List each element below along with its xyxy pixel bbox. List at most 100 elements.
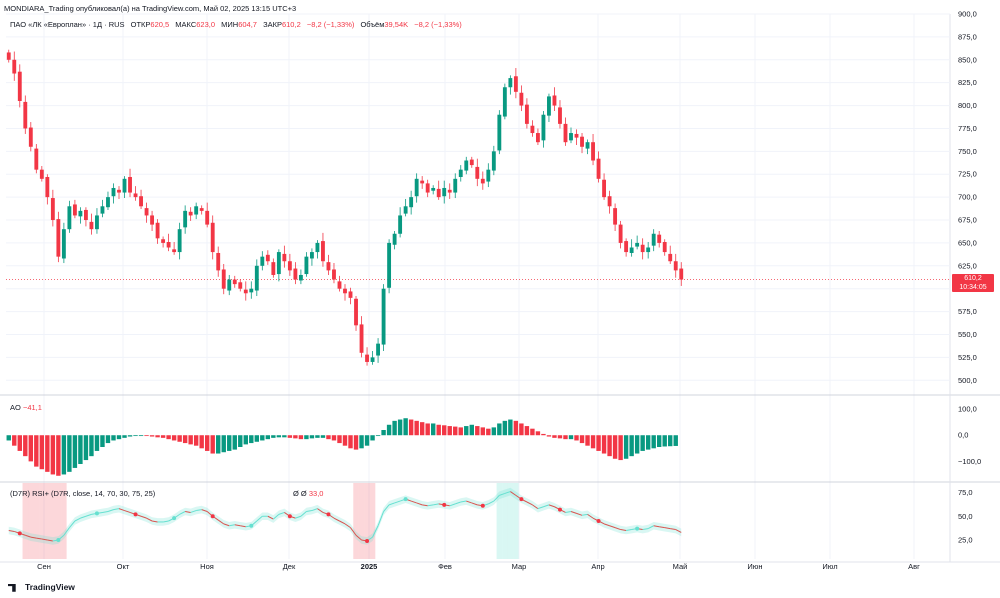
tradingview-brand[interactable]: TradingView <box>8 582 75 592</box>
candle-body <box>574 133 579 138</box>
candle-body <box>431 187 436 191</box>
ao-bar <box>28 435 34 462</box>
low-value: 604,7 <box>238 20 257 29</box>
rsi-line-segment <box>510 491 517 496</box>
ao-bar <box>122 435 127 438</box>
ao-bar <box>193 435 199 446</box>
rsi-pivot-dot <box>56 538 61 542</box>
rsi-line-segment <box>488 500 495 505</box>
candle-body <box>17 71 22 101</box>
ao-bar <box>265 435 271 440</box>
ao-bar <box>491 427 497 436</box>
rsi-line-segment <box>543 504 550 508</box>
price-tick-label: 500,0 <box>958 376 977 385</box>
ao-bar <box>364 435 370 446</box>
price-tick-label: 675,0 <box>958 216 977 225</box>
candle-body <box>309 252 314 259</box>
open-value: 620,5 <box>150 20 170 29</box>
rsi-line-segment <box>537 506 544 510</box>
ao-tick-label: 100,0 <box>958 405 977 414</box>
ao-bar <box>315 435 320 438</box>
rsi-line-segment <box>273 513 280 520</box>
ao-bar <box>61 435 67 475</box>
ao-bar <box>199 435 204 449</box>
ao-bar <box>524 426 530 436</box>
time-tick-label: Дек <box>283 562 296 571</box>
rsi-line-segment <box>234 524 241 527</box>
rsi-line-segment <box>614 527 621 531</box>
rsi-line-segment <box>30 536 37 539</box>
candle-body <box>122 178 127 193</box>
rsi-legend: (D7R) RSI+ (D7R, close, 14, 70, 30, 75, … <box>10 489 155 498</box>
rsi-line-segment <box>63 527 70 536</box>
candle-body <box>321 241 325 262</box>
rsi-line-segment <box>163 520 169 523</box>
rsi-line-segment <box>570 511 577 514</box>
ao-bar <box>127 435 133 437</box>
ao-bar <box>216 435 221 454</box>
rsi-line-segment <box>41 538 48 541</box>
ao-bar <box>45 435 50 472</box>
rsi-zone-highlight <box>44 483 51 559</box>
ao-bar <box>221 435 226 453</box>
change-value: −8,2 (−1,33%) <box>306 20 355 29</box>
candle-body <box>166 242 171 248</box>
ao-bar <box>668 435 673 447</box>
symbol-name[interactable]: ПАО «ЛК «Европлан» · 1Д · RUS <box>10 20 125 29</box>
candle-body <box>315 242 320 253</box>
candle-body <box>100 206 105 214</box>
ao-bar <box>386 424 392 436</box>
candle-body <box>662 242 667 253</box>
candle-body <box>370 357 375 362</box>
ao-name[interactable]: AO <box>10 403 21 412</box>
ao-bar <box>155 435 160 438</box>
rsi-pivot-dot <box>287 514 292 519</box>
ao-bar <box>656 435 662 447</box>
rsi-name[interactable]: (D7R) RSI+ (D7R, close, 14, 70, 30, 75, … <box>10 489 156 498</box>
rsi-line-segment <box>471 502 478 506</box>
candle-body <box>39 169 44 179</box>
candle-body <box>436 188 441 198</box>
ao-tick-label: −100,0 <box>958 457 981 466</box>
rsi-line-segment <box>8 530 15 532</box>
ao-bar <box>634 435 640 454</box>
ao-bar <box>563 435 568 440</box>
ao-bar <box>436 424 441 436</box>
candle-body <box>50 198 55 221</box>
candle-body <box>61 229 66 259</box>
ao-bar <box>309 435 315 439</box>
ao-bar <box>645 435 651 450</box>
rsi-zone-highlight <box>61 483 67 559</box>
rsi-value: 33,0 <box>308 489 324 498</box>
ao-bar <box>249 435 254 444</box>
candle-body <box>613 208 618 225</box>
rsi-line-segment <box>416 502 423 506</box>
candle-body <box>519 92 524 106</box>
rsi-zone-highlight <box>364 483 370 559</box>
rsi-line-segment <box>151 520 158 523</box>
ao-bar <box>210 435 215 454</box>
time-tick-label: Апр <box>591 562 604 571</box>
rsi-line-segment <box>377 511 385 526</box>
rsi-line-segment <box>185 511 191 513</box>
candle-body <box>365 354 369 362</box>
rsi-zone-highlight <box>358 483 365 559</box>
candle-body <box>343 288 347 294</box>
candle-body <box>12 59 17 74</box>
candle-body <box>106 197 110 208</box>
ao-bar <box>232 435 237 450</box>
candle-body <box>260 256 265 266</box>
ao-bar <box>557 435 563 439</box>
candle-body <box>298 274 303 281</box>
ao-bar <box>419 422 425 436</box>
ao-bar <box>590 435 596 449</box>
price-tick-label: 800,0 <box>958 101 977 110</box>
ao-bar <box>381 430 386 436</box>
rsi-pivot-dot <box>635 526 640 531</box>
rsi-line-segment <box>107 509 114 512</box>
rsi-zone-highlight <box>353 483 359 559</box>
rsi-line-segment <box>36 537 42 540</box>
ao-bar <box>83 435 89 461</box>
rsi-line-segment <box>140 515 147 519</box>
